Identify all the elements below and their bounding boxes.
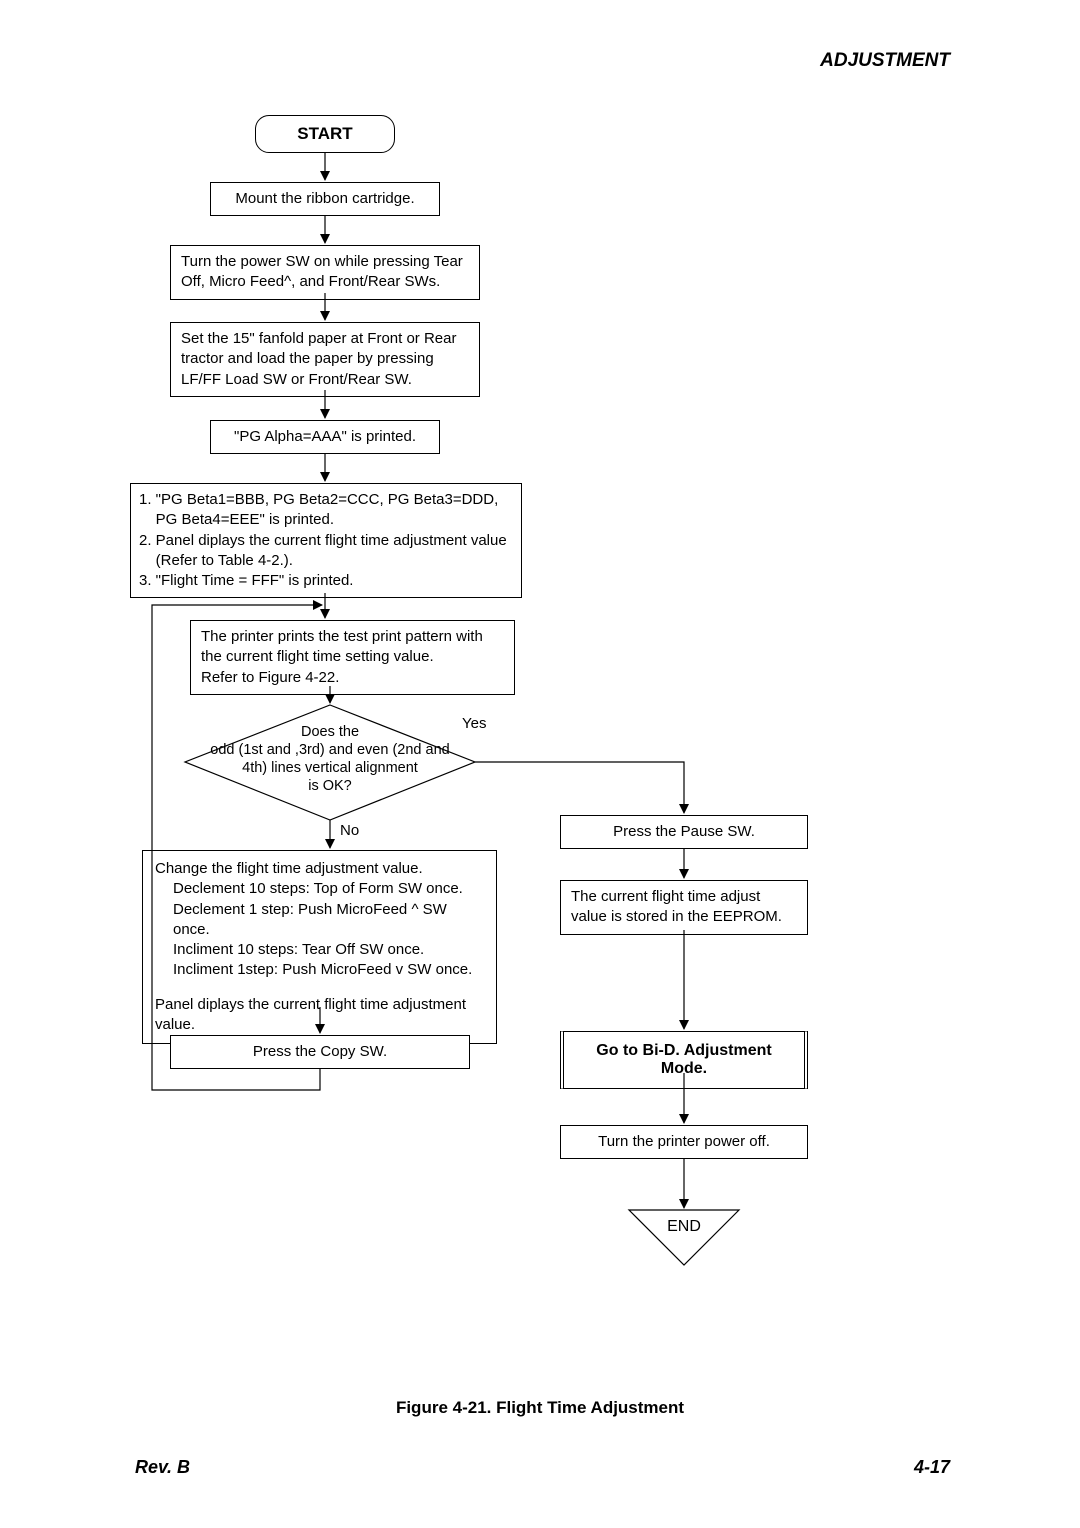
step6-line1: The printer prints the test print patter… — [201, 627, 504, 647]
decision-l3: 4th) lines vertical alignment — [185, 759, 475, 777]
decision-text: Does the odd (1st and ,3rd) and even (2n… — [185, 723, 475, 796]
bid-text: Go to Bi-D. Adjustment Mode. — [596, 1042, 771, 1077]
step-test-print: The printer prints the test print patter… — [190, 620, 515, 695]
start-node: START — [255, 115, 395, 153]
copy-text: Press the Copy SW. — [253, 1043, 387, 1060]
decision-l4: is OK? — [185, 777, 475, 795]
no-label: No — [340, 822, 359, 839]
step6-line3: Refer to Figure 4-22. — [201, 668, 504, 688]
step-mount-cartridge: Mount the ribbon cartridge. — [210, 182, 440, 216]
step5-line3: 3. "Flight Time = FFF" is printed. — [139, 571, 513, 591]
step5-line2: 2. Panel diplays the current flight time… — [139, 531, 513, 551]
step4-text: "PG Alpha=AAA" is printed. — [234, 428, 416, 445]
step-press-pause: Press the Pause SW. — [560, 815, 808, 849]
step-pg-alpha: "PG Alpha=AAA" is printed. — [210, 420, 440, 454]
footer-page-number: 4-17 — [914, 1457, 950, 1478]
figure-caption: Figure 4-21. Flight Time Adjustment — [0, 1398, 1080, 1418]
yes-label: Yes — [462, 715, 486, 732]
pause-text: Press the Pause SW. — [613, 823, 755, 840]
step-set-paper: Set the 15" fanfold paper at Front or Re… — [170, 322, 480, 397]
change-footer: Panel diplays the current flight time ad… — [155, 995, 484, 1036]
change-3: Incliment 10 steps: Tear Off SW once. — [173, 940, 484, 960]
decision-l1: Does the — [185, 723, 475, 741]
step5-line1b: PG Beta4=EEE" is printed. — [139, 510, 513, 530]
page: ADJUSTMENT START Mount the ribbon cartri… — [0, 0, 1080, 1528]
start-label: START — [297, 124, 352, 143]
change-2: Declement 1 step: Push MicroFeed ^ SW on… — [173, 900, 484, 941]
step-store-eeprom: The current flight time adjust value is … — [560, 880, 808, 935]
step5-line1: 1. "PG Beta1=BBB, PG Beta2=CCC, PG Beta3… — [139, 490, 513, 510]
step5-line2b: (Refer to Table 4-2.). — [139, 551, 513, 571]
step2-text: Turn the power SW on while pressing Tear… — [181, 253, 463, 290]
step-power-off: Turn the printer power off. — [560, 1125, 808, 1159]
end-text: END — [667, 1218, 701, 1235]
page-header: ADJUSTMENT — [820, 50, 950, 72]
footer-revision: Rev. B — [135, 1457, 190, 1478]
change-1: Declement 10 steps: Top of Form SW once. — [173, 879, 484, 899]
step-change-flight-time: Change the flight time adjustment value.… — [142, 850, 497, 1044]
step-power-on: Turn the power SW on while pressing Tear… — [170, 245, 480, 300]
step6-line2: the current flight time setting value. — [201, 647, 504, 667]
store-text: The current flight time adjust value is … — [571, 888, 782, 925]
step3-text: Set the 15" fanfold paper at Front or Re… — [181, 330, 457, 388]
step-press-copy: Press the Copy SW. — [170, 1035, 470, 1069]
flowchart: START Mount the ribbon cartridge. Turn t… — [130, 115, 950, 1365]
step1-text: Mount the ribbon cartridge. — [235, 190, 414, 207]
step-pg-beta: 1. "PG Beta1=BBB, PG Beta2=CCC, PG Beta3… — [130, 483, 522, 598]
end-label: END — [629, 1218, 739, 1236]
decision-l2: odd (1st and ,3rd) and even (2nd and — [185, 741, 475, 759]
change-4: Incliment 1step: Push MicroFeed v SW onc… — [173, 960, 484, 980]
step-bid-mode: Go to Bi-D. Adjustment Mode. — [560, 1031, 808, 1089]
change-title: Change the flight time adjustment value. — [155, 859, 484, 879]
off-text: Turn the printer power off. — [598, 1133, 770, 1150]
